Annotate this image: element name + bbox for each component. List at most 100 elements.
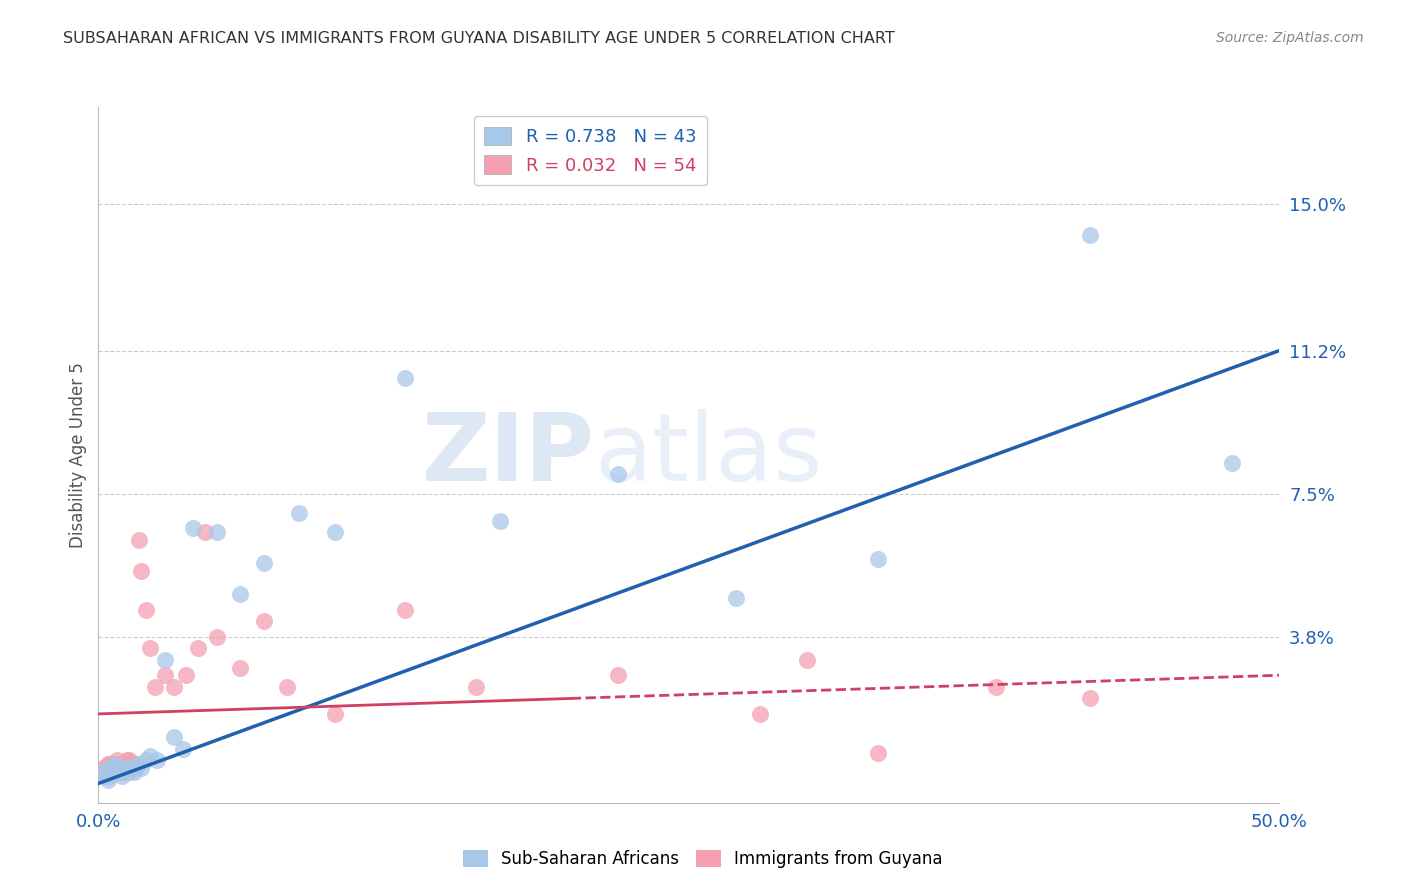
Point [108, 761, 131, 775]
Point [97, 772, 120, 787]
Point [172, 741, 194, 756]
Point [984, 680, 1007, 694]
Text: atlas: atlas [595, 409, 823, 501]
Point [101, 761, 124, 775]
Point [607, 467, 630, 482]
Point [91, 764, 114, 779]
Point [105, 761, 128, 775]
Point [108, 757, 131, 772]
Point [101, 761, 124, 775]
Point [187, 641, 209, 656]
Point [163, 680, 186, 694]
Point [105, 764, 128, 779]
Point [288, 506, 311, 520]
Point [94, 761, 117, 775]
Point [97, 761, 120, 775]
Point [229, 660, 252, 674]
Point [1080, 227, 1102, 242]
Point [276, 680, 298, 694]
Point [607, 668, 630, 682]
Point [104, 757, 127, 772]
Point [98, 761, 121, 775]
Point [394, 602, 416, 616]
Point [115, 761, 138, 775]
Point [725, 591, 748, 605]
Point [139, 641, 162, 656]
Point [253, 614, 276, 628]
Point [108, 764, 131, 779]
Point [104, 761, 127, 775]
Point [1220, 456, 1243, 470]
Text: ZIP: ZIP [422, 409, 595, 501]
Point [489, 514, 512, 528]
Point [122, 761, 145, 775]
Point [181, 521, 204, 535]
Point [139, 749, 162, 764]
Point [105, 757, 128, 772]
Legend: Sub-Saharan Africans, Immigrants from Guyana: Sub-Saharan Africans, Immigrants from Gu… [457, 843, 949, 875]
Point [97, 764, 120, 779]
Point [128, 757, 150, 772]
Point [323, 706, 346, 721]
Point [98, 769, 121, 783]
Point [253, 556, 276, 570]
Point [104, 764, 127, 779]
Point [111, 764, 134, 779]
Point [128, 533, 150, 547]
Point [101, 757, 124, 772]
Point [122, 764, 145, 779]
Point [866, 746, 889, 760]
Point [91, 761, 114, 775]
Point [194, 525, 217, 540]
Point [105, 764, 128, 779]
Point [465, 680, 488, 694]
Point [94, 769, 117, 783]
Point [205, 630, 228, 644]
Point [229, 587, 252, 601]
Point [104, 757, 127, 772]
Point [104, 764, 127, 779]
Point [115, 753, 138, 767]
Point [121, 761, 143, 775]
Text: Source: ZipAtlas.com: Source: ZipAtlas.com [1216, 31, 1364, 45]
Point [146, 753, 169, 767]
Point [112, 764, 135, 779]
Point [101, 764, 124, 779]
Point [111, 761, 134, 775]
Point [105, 761, 128, 775]
Point [135, 602, 157, 616]
Point [205, 525, 228, 540]
Point [866, 552, 889, 566]
Point [153, 653, 176, 667]
Point [97, 757, 120, 772]
Point [98, 764, 121, 779]
Y-axis label: Disability Age Under 5: Disability Age Under 5 [69, 362, 87, 548]
Point [394, 370, 416, 384]
Point [153, 668, 176, 682]
Point [1080, 691, 1102, 706]
Point [125, 761, 148, 775]
Point [108, 761, 131, 775]
Point [94, 764, 117, 779]
Point [101, 764, 124, 779]
Point [111, 769, 134, 783]
Point [174, 668, 197, 682]
Point [105, 753, 128, 767]
Legend: R = 0.738   N = 43, R = 0.032   N = 54: R = 0.738 N = 43, R = 0.032 N = 54 [474, 116, 707, 186]
Point [129, 564, 152, 578]
Point [118, 764, 141, 779]
Point [111, 761, 134, 775]
Point [748, 706, 770, 721]
Point [98, 764, 121, 779]
Point [129, 761, 152, 775]
Point [121, 757, 143, 772]
Point [91, 764, 114, 779]
Point [98, 757, 121, 772]
Point [118, 753, 141, 767]
Text: SUBSAHARAN AFRICAN VS IMMIGRANTS FROM GUYANA DISABILITY AGE UNDER 5 CORRELATION : SUBSAHARAN AFRICAN VS IMMIGRANTS FROM GU… [63, 31, 896, 46]
Point [125, 757, 148, 772]
Point [135, 753, 157, 767]
Point [90, 764, 112, 779]
Point [112, 761, 135, 775]
Point [796, 653, 818, 667]
